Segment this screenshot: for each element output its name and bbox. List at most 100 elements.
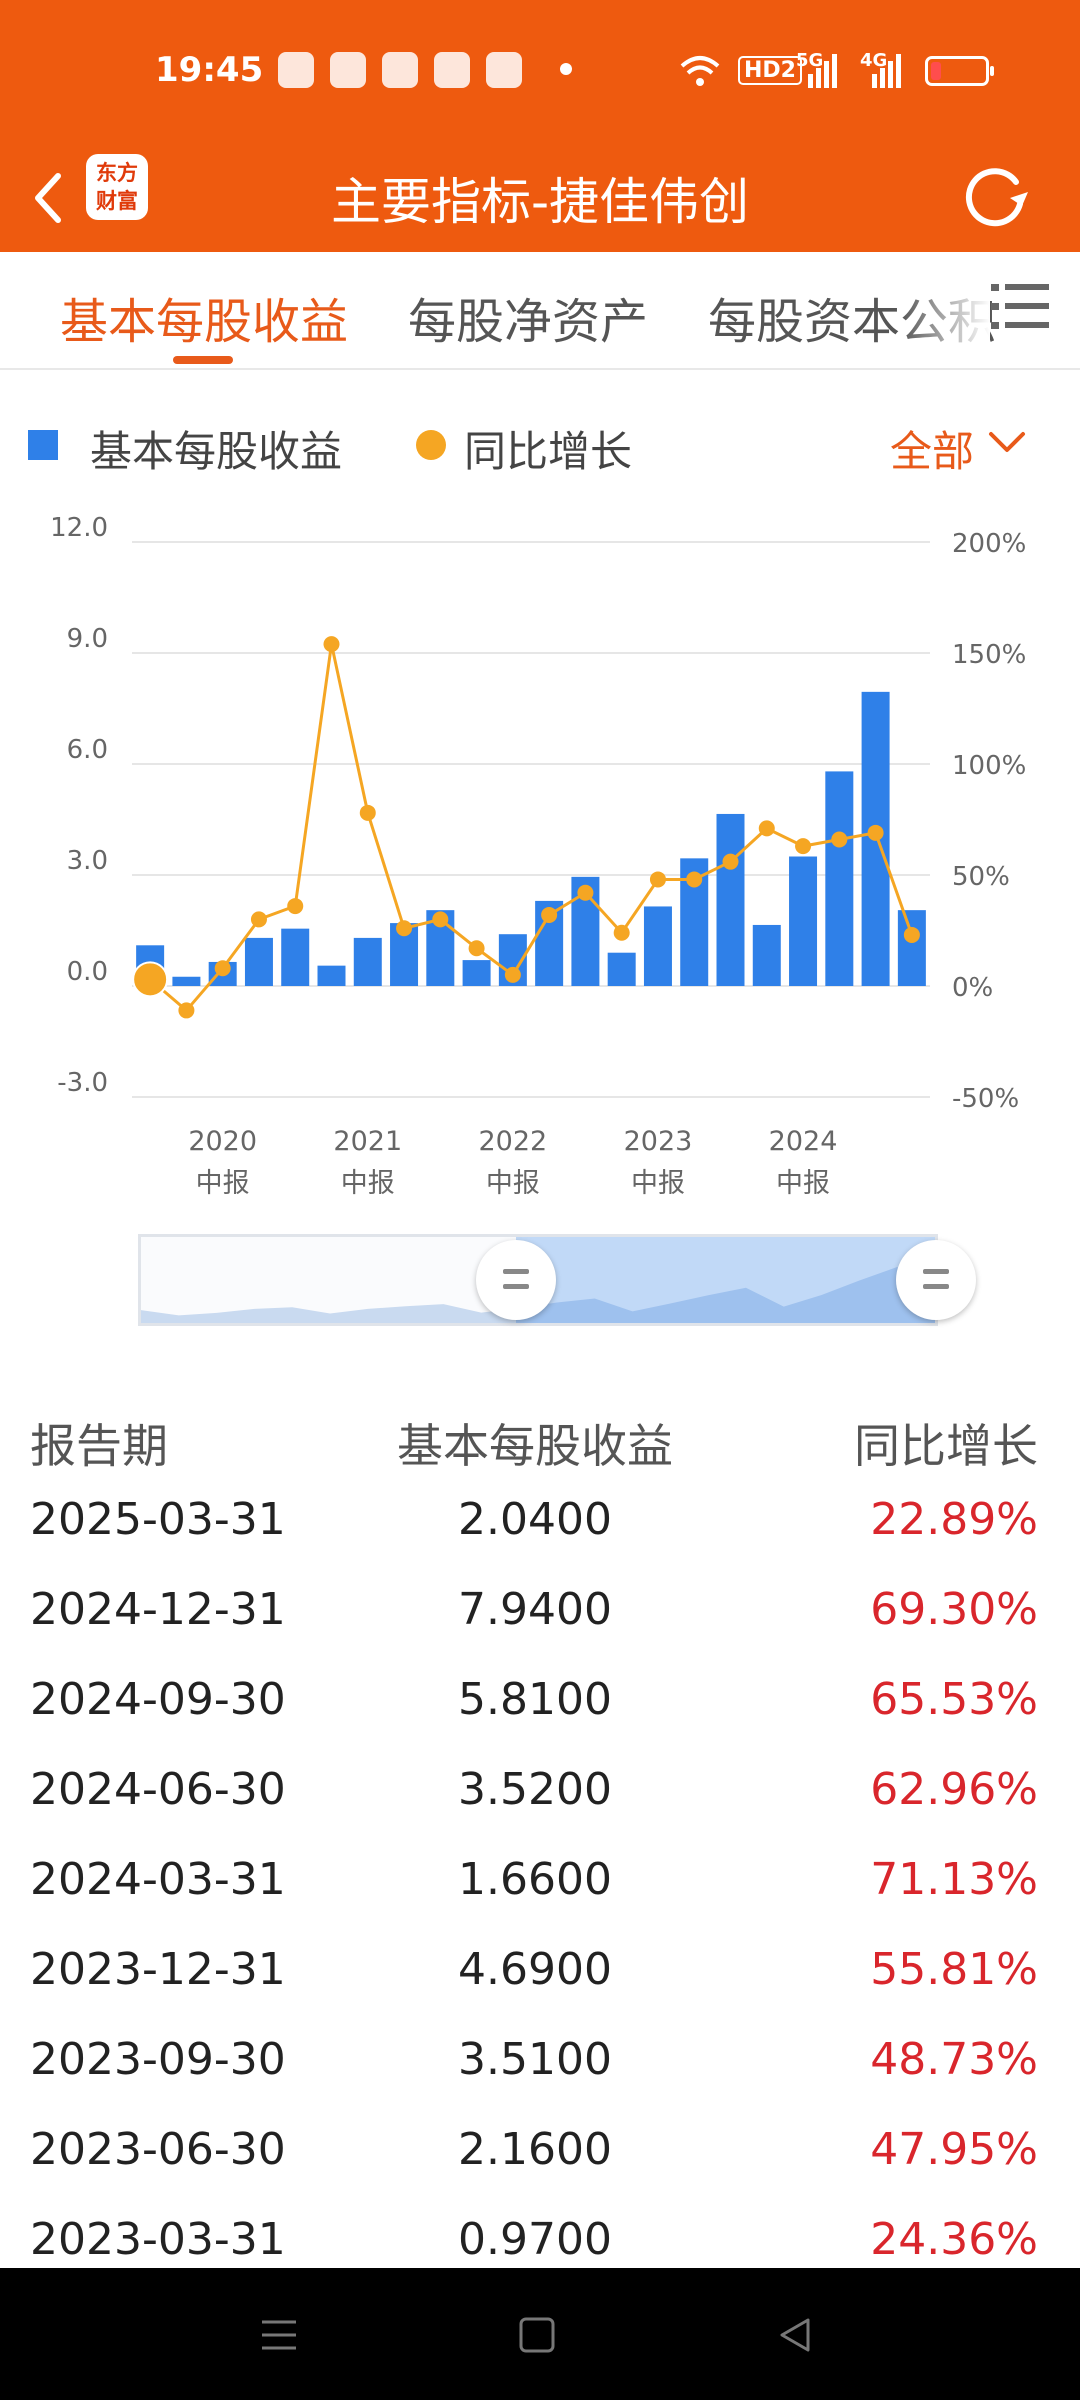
- eps-bar: [825, 771, 854, 986]
- right-tick-label: 200%: [952, 529, 1026, 559]
- app-notification-icon: [278, 52, 314, 88]
- right-tick-label: 100%: [952, 751, 1026, 781]
- eps-bar: [716, 813, 745, 986]
- home-square-icon: [519, 2317, 555, 2353]
- menu-icon: [262, 2320, 296, 2350]
- eps-bar: [317, 965, 346, 986]
- chevron-down-icon[interactable]: [985, 428, 1029, 458]
- row-eps: 3.5100: [458, 2034, 612, 2085]
- table-row[interactable]: 2024-09-30 5.8100 65.53%: [0, 1660, 1080, 1750]
- growth-point: [867, 824, 884, 841]
- table-row[interactable]: 2023-12-31 4.6900 55.81%: [0, 1930, 1080, 2020]
- growth-point: [831, 831, 848, 848]
- range-overview: [141, 1237, 935, 1323]
- row-growth: 62.96%: [870, 1764, 1038, 1815]
- back-nav-button[interactable]: [774, 2314, 816, 2356]
- title-bar: 东方 财富 主要指标-捷佳伟创: [0, 140, 1080, 252]
- eps-bar: [172, 976, 201, 986]
- eps-table: 报告期 基本每股收益 同比增长 2025-03-31 2.0400 22.89% 20…: [0, 1400, 1080, 2290]
- menu-nav-button[interactable]: [258, 2314, 300, 2356]
- growth-point: [468, 940, 485, 957]
- row-period: 2023-12-31: [30, 1944, 286, 1995]
- refresh-button[interactable]: [956, 154, 1036, 234]
- 5g-label: 5G: [796, 50, 824, 71]
- list-menu-icon: [991, 284, 1049, 329]
- growth-point: [432, 911, 449, 928]
- 4g-label: 4G: [860, 50, 888, 71]
- left-tick-label: -3.0: [57, 1068, 108, 1098]
- table-row[interactable]: 2023-06-30 2.1600 47.95%: [0, 2110, 1080, 2200]
- row-eps: 7.9400: [458, 1584, 612, 1635]
- refresh-icon: [965, 168, 1028, 227]
- right-tick-label: 50%: [952, 862, 1010, 892]
- row-growth: 47.95%: [870, 2124, 1038, 2175]
- tab-fade-overlay: [900, 252, 990, 362]
- growth-point: [396, 920, 413, 937]
- table-row[interactable]: 2024-12-31 7.9400 69.30%: [0, 1570, 1080, 1660]
- eps-chart: 12.0 9.0 6.0 3.0 0.0 -3.0 200% 150% 100% 50% 0% -50…: [50, 513, 1026, 1199]
- table-row[interactable]: 2024-03-31 1.6600 71.13%: [0, 1840, 1080, 1930]
- table-row[interactable]: 2023-09-30 3.5100 48.73%: [0, 2020, 1080, 2110]
- hd-signal-label: HD2: [738, 56, 802, 85]
- right-tick-label: -50%: [952, 1084, 1019, 1114]
- eps-bar: [643, 906, 672, 986]
- x-tick-year: 2021: [333, 1126, 402, 1157]
- header-period: 报告期: [30, 1419, 168, 1473]
- row-growth: 69.30%: [870, 1584, 1038, 1635]
- growth-point: [686, 871, 703, 888]
- table-row[interactable]: 2024-06-30 3.5200 62.96%: [0, 1750, 1080, 1840]
- x-tick-year: 2023: [624, 1126, 693, 1157]
- row-eps: 5.8100: [458, 1674, 612, 1725]
- battery-icon: [925, 56, 994, 86]
- growth-point: [178, 1002, 195, 1019]
- table-row[interactable]: 2025-03-31 2.0400 22.89%: [0, 1480, 1080, 1570]
- back-triangle-icon: [780, 2318, 810, 2352]
- growth-point: [795, 838, 812, 855]
- line-legend-label: 同比增长: [464, 427, 633, 476]
- growth-point: [903, 926, 920, 943]
- row-eps: 1.6600: [458, 1854, 612, 1905]
- eps-bar: [281, 928, 310, 986]
- app-notification-icon: [486, 52, 522, 88]
- growth-point: [758, 820, 775, 837]
- tab-menu-button[interactable]: [985, 272, 1055, 342]
- line-legend-swatch: [416, 430, 446, 460]
- table-row[interactable]: 2023-03-31 0.9700 24.36%: [0, 2200, 1080, 2290]
- row-period: 2024-03-31: [30, 1854, 286, 1905]
- home-nav-button[interactable]: [516, 2314, 558, 2356]
- growth-point-selected: [132, 961, 169, 998]
- growth-line: [149, 643, 914, 1013]
- row-growth: 22.89%: [870, 1494, 1038, 1545]
- eps-bar: [789, 856, 818, 986]
- tab-net-assets-per-share[interactable]: 每股净资产: [408, 294, 649, 350]
- left-tick-label: 0.0: [67, 957, 108, 987]
- period-filter-dropdown[interactable]: 全部: [890, 427, 975, 476]
- row-growth: 24.36%: [870, 2214, 1038, 2265]
- left-tick-label: 9.0: [67, 624, 108, 654]
- back-button[interactable]: [22, 162, 82, 232]
- eps-bar: [752, 924, 781, 986]
- logo-line: 财富: [96, 189, 138, 213]
- growth-point: [541, 906, 558, 923]
- tab-basic-eps[interactable]: 基本每股收益: [60, 294, 349, 350]
- row-period: 2025-03-31: [30, 1494, 286, 1545]
- growth-point: [504, 966, 521, 983]
- battery-level: [931, 62, 941, 80]
- range-handle-left[interactable]: [476, 1240, 556, 1320]
- range-handle-right[interactable]: [896, 1240, 976, 1320]
- row-growth: 71.13%: [870, 1854, 1038, 1905]
- eps-bar: [353, 937, 382, 986]
- header-growth: 同比增长: [854, 1419, 1038, 1473]
- row-eps: 3.5200: [458, 1764, 612, 1815]
- bar-legend-label: 基本每股收益: [90, 427, 343, 476]
- row-growth: 65.53%: [870, 1674, 1038, 1725]
- left-tick-label: 12.0: [50, 513, 108, 543]
- row-period: 2024-06-30: [30, 1764, 286, 1815]
- header-eps: 基本每股收益: [397, 1419, 673, 1473]
- x-tick-year: 2020: [188, 1126, 257, 1157]
- x-tick-year: 2024: [769, 1126, 838, 1157]
- app-logo: 东方 财富: [86, 154, 148, 220]
- chevron-left-icon: [35, 173, 61, 223]
- cell-signal-icon: [872, 52, 901, 88]
- app-header: 19:45 HD2 5G 4G 东方 财富 主要指标-捷佳伟创: [0, 0, 1080, 252]
